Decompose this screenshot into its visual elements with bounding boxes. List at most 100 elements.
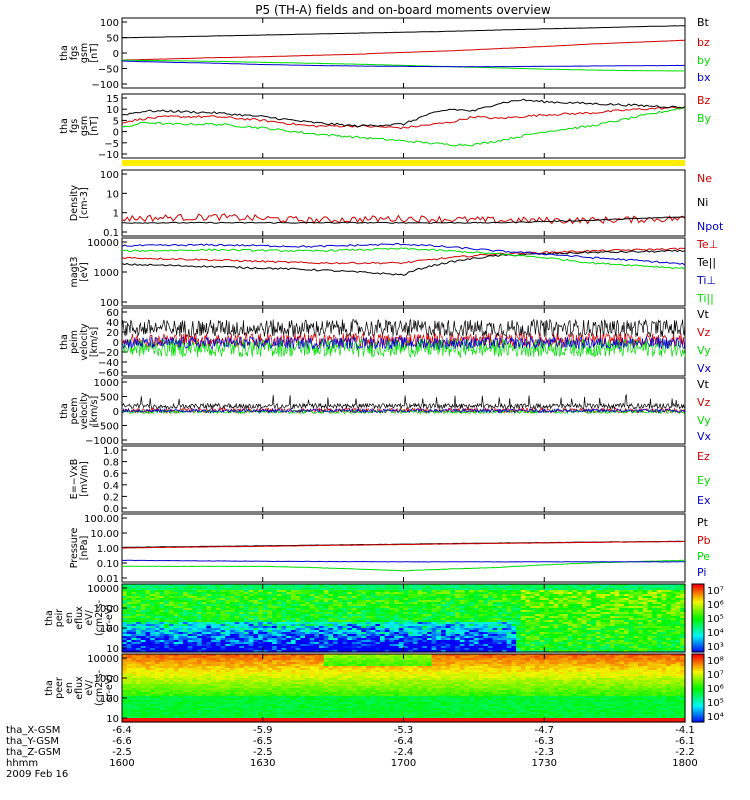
peem-velocity-panel-ytick-label: 500 <box>100 393 119 404</box>
date-label: 2009 Feb 16 <box>6 769 68 780</box>
fgs-gse-panel-ytick-label: 15 <box>106 94 119 105</box>
peer-eflux-panel-ytick-label: 1000 <box>94 674 119 685</box>
pressure-panel-legend-3: Pi <box>697 566 706 579</box>
pressure-panel-ytick-label: 1.00 <box>97 544 119 555</box>
peer-eflux-panel-colorbar <box>691 653 705 723</box>
xaxis-value: -6.3 <box>534 736 554 747</box>
svg-text:peem: peem <box>69 398 80 425</box>
efield-panel-ytick-label: 0.4 <box>103 481 119 492</box>
xaxis-value: -2.5 <box>112 747 132 758</box>
xaxis-row-label: hhmm <box>6 758 38 769</box>
peem-velocity-panel-legend-0: Vt <box>697 378 710 391</box>
temperature-panel-ylabel: magt3 [eV] <box>69 257 90 288</box>
svg-text:en: en <box>64 612 75 624</box>
peem-velocity-panel-ylabel: tha peem velocity [km/s] <box>59 392 100 430</box>
peem-velocity-panel-ytick-label: 0 <box>113 407 119 418</box>
xaxis-value: -6.4 <box>112 725 132 736</box>
density-panel-legend-0: Ne <box>697 172 712 185</box>
fgs-gse-panel-frame <box>121 93 686 159</box>
peim-velocity-panel-legend-2: Vy <box>697 344 711 357</box>
svg-text:fgs: fgs <box>69 46 80 60</box>
fgs-gse-panel-ytick-label: −10 <box>98 150 119 161</box>
fgs-panel-legend-0: Bt <box>697 16 710 29</box>
svg-text:[nPa]: [nPa] <box>79 536 90 561</box>
peim-velocity-panel-ytick-label: 60 <box>106 308 119 319</box>
temperature-panel-legend-3: Ti|| <box>696 292 714 305</box>
pressure-panel-series-Pi <box>121 559 685 563</box>
pressure-panel-ytick-label: 10.00 <box>90 529 119 540</box>
xaxis-value: -5.3 <box>394 725 414 736</box>
temperature-panel-series-Te|| <box>121 249 686 276</box>
peim-velocity-panel-series-Vx <box>121 335 686 350</box>
fgs-panel-ylabel: tha fgs gsm [nT] <box>59 43 100 63</box>
temperature-panel-series-Ti|| <box>122 247 686 270</box>
peim-velocity-panel-ytick-label: −40 <box>98 358 119 369</box>
efield-panel-legend-1: Ey <box>697 474 711 487</box>
pressure-panel-ytick-label: 0.01 <box>97 574 119 585</box>
svg-text:eflux: eflux <box>74 606 85 630</box>
svg-text:gsm: gsm <box>79 116 90 136</box>
peim-velocity-panel-ytick-label: 40 <box>106 318 119 329</box>
peir-eflux-panel-colorbar-label: 10⁶ <box>707 600 724 611</box>
temperature-panel-legend-0: Te⊥ <box>696 238 718 251</box>
density-panel-ytick-label: 0.1 <box>103 228 119 239</box>
svg-text:magt3: magt3 <box>69 257 80 288</box>
svg-text:(cm2-s-: (cm2-s- <box>94 600 105 636</box>
fgs-panel-series-bx <box>121 60 685 68</box>
peim-velocity-panel-legend-0: Vt <box>697 308 710 321</box>
xaxis-value: -5.9 <box>253 725 273 736</box>
pressure-panel-ylabel: Pressure [nPa] <box>69 528 90 569</box>
xaxis-value: -6.6 <box>112 736 132 747</box>
xaxis-value: -2.3 <box>534 747 554 758</box>
temperature-panel-series-Te⊥ <box>121 247 686 265</box>
peim-velocity-panel-ylabel: tha peim velocity [km/s] <box>59 323 100 361</box>
peir-eflux-panel-ytick-label: 10 <box>106 644 119 655</box>
peem-velocity-panel-ytick-label: −1000 <box>85 436 119 447</box>
density-panel-ytick-label: 1 <box>113 209 119 220</box>
peir-eflux-panel-colorbar-label: 10⁵ <box>707 614 724 625</box>
peim-velocity-panel-ytick-label: 20 <box>106 328 119 339</box>
peer-eflux-panel-spectrogram <box>122 654 686 723</box>
svg-text:eV/: eV/ <box>84 609 95 625</box>
pressure-panel-frame <box>121 513 686 583</box>
peir-eflux-panel-colorbar-label: 10³ <box>707 642 724 653</box>
fgs-panel-frame <box>121 17 686 89</box>
svg-text:tha: tha <box>59 45 70 61</box>
svg-text:Density: Density <box>69 185 80 221</box>
peir-eflux-panel-colorbar-label: 10⁷ <box>707 586 724 597</box>
pressure-panel-legend-2: Pe <box>697 550 710 563</box>
peim-velocity-panel-series-Vy <box>121 338 686 359</box>
peem-velocity-panel-series-Vy <box>121 408 686 415</box>
density-panel-frame <box>121 169 686 237</box>
svg-text:[km/s]: [km/s] <box>89 396 100 426</box>
figure-title: P5 (TH-A) fields and on-board moments ov… <box>255 3 551 17</box>
density-panel-legend-2: Npot <box>697 220 724 233</box>
svg-text:Pressure: Pressure <box>69 528 80 569</box>
peem-velocity-panel-series-Vx <box>121 407 686 414</box>
fgs-gse-panel-series-line <box>122 98 686 128</box>
svg-text:velocity: velocity <box>79 392 90 430</box>
fgs-panel-ytick-label: 50 <box>106 34 119 45</box>
peer-eflux-panel-colorbar-label: 10⁵ <box>707 698 724 709</box>
peem-velocity-panel-legend-1: Vz <box>697 396 711 409</box>
fgs-gse-panel-ylabel: tha fgs gsm [nT] <box>59 116 100 136</box>
fgs-gse-panel-ytick-label: −5 <box>104 139 119 150</box>
peem-velocity-panel-legend-2: Vy <box>697 414 711 427</box>
peem-velocity-panel-legend-3: Vx <box>697 430 712 443</box>
peir-eflux-panel-spectrogram <box>122 584 686 653</box>
xaxis-value: -6.5 <box>253 736 273 747</box>
peir-eflux-panel-ylabel: tha peir en eflux eV/(cm2-s-sr-eV) <box>44 600 115 636</box>
peer-eflux-panel-ytick-label: 10000 <box>87 654 119 665</box>
svg-text:tha: tha <box>59 334 70 350</box>
svg-text:sr-eV): sr-eV) <box>104 604 115 632</box>
peim-velocity-panel-ytick-label: −60 <box>98 368 119 379</box>
xaxis-value: -4.1 <box>675 725 695 736</box>
pressure-panel-legend-0: Pt <box>697 516 709 529</box>
peim-velocity-panel-ytick-label: −20 <box>98 348 119 359</box>
fgs-panel-ytick-label: 0 <box>113 49 119 60</box>
efield-panel-ytick-label: 0.2 <box>103 492 119 503</box>
fgs-gse-panel-ytick-label: 10 <box>106 105 119 116</box>
pressure-panel-legend-1: Pb <box>697 534 711 547</box>
peim-velocity-panel-ytick-label: 0 <box>113 338 119 349</box>
